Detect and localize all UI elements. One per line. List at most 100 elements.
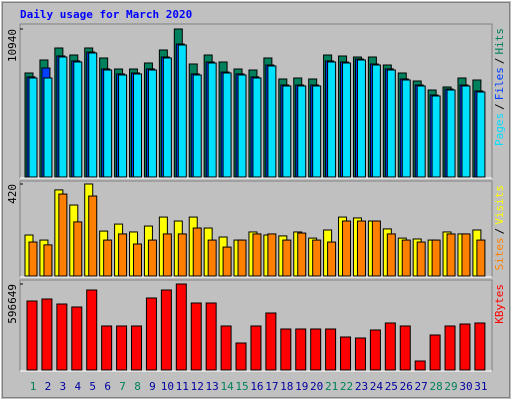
bar xyxy=(280,328,292,371)
bar xyxy=(43,244,53,277)
bar xyxy=(175,283,187,371)
bar xyxy=(147,239,157,277)
bar xyxy=(103,239,113,277)
bar xyxy=(476,91,486,178)
x-tick-label: 17 xyxy=(265,380,278,393)
x-tick-label: 27 xyxy=(415,380,428,393)
y-tick-label: 420 xyxy=(6,184,19,204)
x-tick-label: 28 xyxy=(429,380,442,393)
bar xyxy=(267,65,277,178)
x-tick-label: 2 xyxy=(45,380,52,393)
x-tick-label: 5 xyxy=(89,380,96,393)
legend-entry: Files xyxy=(493,67,506,100)
bar xyxy=(265,312,277,371)
bar xyxy=(446,89,456,178)
bar xyxy=(416,85,426,178)
bar xyxy=(86,289,98,371)
x-tick-label: 14 xyxy=(220,380,234,393)
bar xyxy=(282,239,292,277)
bar xyxy=(416,241,426,277)
legend: Sites / Visits xyxy=(493,185,506,271)
bar xyxy=(252,233,262,277)
x-tick-label: 24 xyxy=(370,380,384,393)
x-tick-label: 4 xyxy=(74,380,81,393)
x-tick-label: 15 xyxy=(235,380,248,393)
bar xyxy=(356,59,366,178)
bar xyxy=(145,297,157,371)
x-tick-label: 31 xyxy=(474,380,487,393)
bar xyxy=(446,233,456,277)
bar xyxy=(190,302,202,371)
bar xyxy=(28,77,38,178)
bar xyxy=(192,227,202,277)
bar xyxy=(177,44,187,178)
bar xyxy=(250,325,262,371)
x-tick-label: 8 xyxy=(134,380,141,393)
bar xyxy=(386,69,396,178)
x-tick-label: 3 xyxy=(60,380,67,393)
bar xyxy=(342,62,352,178)
bar xyxy=(237,239,247,277)
bar xyxy=(282,85,292,178)
bar xyxy=(73,61,83,178)
bar xyxy=(356,220,366,277)
x-tick-label: 12 xyxy=(191,380,204,393)
bar xyxy=(235,342,247,371)
legend-separator: / xyxy=(493,103,506,110)
bar xyxy=(147,69,157,178)
x-tick-label: 1 xyxy=(30,380,37,393)
bar xyxy=(312,85,322,178)
bar xyxy=(401,239,411,277)
bar xyxy=(476,239,486,277)
x-tick-label: 6 xyxy=(104,380,111,393)
bar xyxy=(26,300,38,371)
bar xyxy=(414,360,426,371)
x-tick-label: 16 xyxy=(250,380,263,393)
bar xyxy=(207,239,217,277)
legend-entry: Visits xyxy=(493,185,506,225)
bar xyxy=(192,74,202,178)
y-tick-label: 596649 xyxy=(6,284,19,324)
bar xyxy=(160,289,172,371)
bar xyxy=(429,334,441,371)
bar xyxy=(474,322,486,371)
bar xyxy=(267,233,277,277)
bar xyxy=(88,52,98,178)
bar xyxy=(297,85,307,178)
bar xyxy=(116,325,128,371)
x-tick-label: 7 xyxy=(119,380,126,393)
bar xyxy=(431,239,441,277)
bar xyxy=(354,337,366,371)
x-tick-label: 25 xyxy=(385,380,398,393)
chart-title: Daily usage for March 2020 xyxy=(20,8,192,21)
bar xyxy=(56,303,68,371)
x-tick-label: 29 xyxy=(444,380,457,393)
bar xyxy=(41,298,53,371)
bar xyxy=(297,232,307,277)
bar xyxy=(369,329,381,371)
bar xyxy=(207,62,217,178)
bar xyxy=(340,336,352,371)
bar xyxy=(371,220,381,277)
y-tick-label: 10940 xyxy=(6,29,19,62)
bar xyxy=(131,325,143,371)
bar xyxy=(310,328,322,371)
bar xyxy=(58,56,68,178)
x-tick-label: 13 xyxy=(206,380,219,393)
x-tick-label: 21 xyxy=(325,380,338,393)
bar xyxy=(371,64,381,178)
legend: KBytes xyxy=(493,284,506,324)
bar xyxy=(461,233,471,277)
bar xyxy=(101,325,113,371)
x-tick-label: 11 xyxy=(176,380,189,393)
bar xyxy=(327,61,337,178)
bar xyxy=(399,325,411,371)
bar xyxy=(71,306,83,371)
bar xyxy=(325,328,337,371)
x-tick-label: 22 xyxy=(340,380,353,393)
bar xyxy=(118,233,128,277)
x-tick-label: 18 xyxy=(280,380,293,393)
bar xyxy=(327,241,337,277)
x-tick-label: 10 xyxy=(161,380,174,393)
